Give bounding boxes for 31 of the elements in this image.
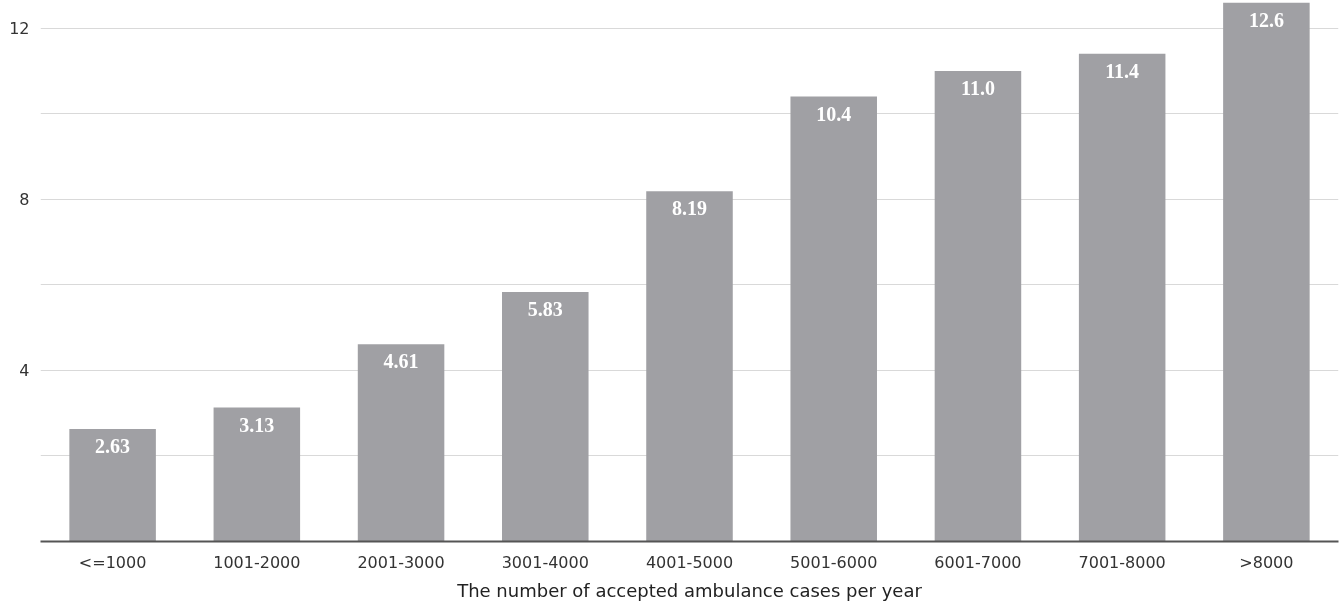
bar [790, 96, 877, 542]
x-tick-label: 4001-5000 [645, 552, 734, 572]
x-tick-label: 3001-4000 [501, 552, 589, 572]
data-label: 3.13 [239, 413, 275, 436]
bar [934, 70, 1022, 542]
x-tick-label: <=1000 [78, 552, 147, 572]
y-tick-label: 4 [19, 361, 30, 381]
x-axis-title: The number of accepted ambulance cases per year [456, 579, 923, 601]
data-label: 2.63 [95, 434, 131, 457]
data-label: 8.19 [672, 197, 707, 220]
data-label: 11.0 [961, 76, 995, 99]
bar [357, 344, 445, 542]
data-label: 11.4 [1105, 59, 1140, 82]
data-label: 12.6 [1248, 8, 1284, 31]
bar [1223, 2, 1310, 542]
bar [502, 292, 589, 542]
x-tick-label: 7001-8000 [1078, 552, 1166, 572]
bar [213, 407, 301, 542]
x-tick-label: 6001-7000 [934, 552, 1022, 572]
bar [69, 428, 156, 542]
x-tick-label: >8000 [1239, 552, 1294, 572]
x-tick-label: 1001-2000 [213, 552, 301, 572]
x-tick-label: 5001-6000 [790, 552, 878, 572]
data-label: 5.83 [527, 298, 563, 321]
data-label: 4.61 [383, 350, 419, 373]
x-tick-label: 2001-3000 [357, 552, 445, 572]
y-tick-label: 12 [9, 19, 30, 39]
bar [646, 191, 733, 542]
data-label: 10.4 [816, 102, 852, 125]
bar [1078, 53, 1166, 542]
y-tick-label: 8 [19, 190, 30, 210]
